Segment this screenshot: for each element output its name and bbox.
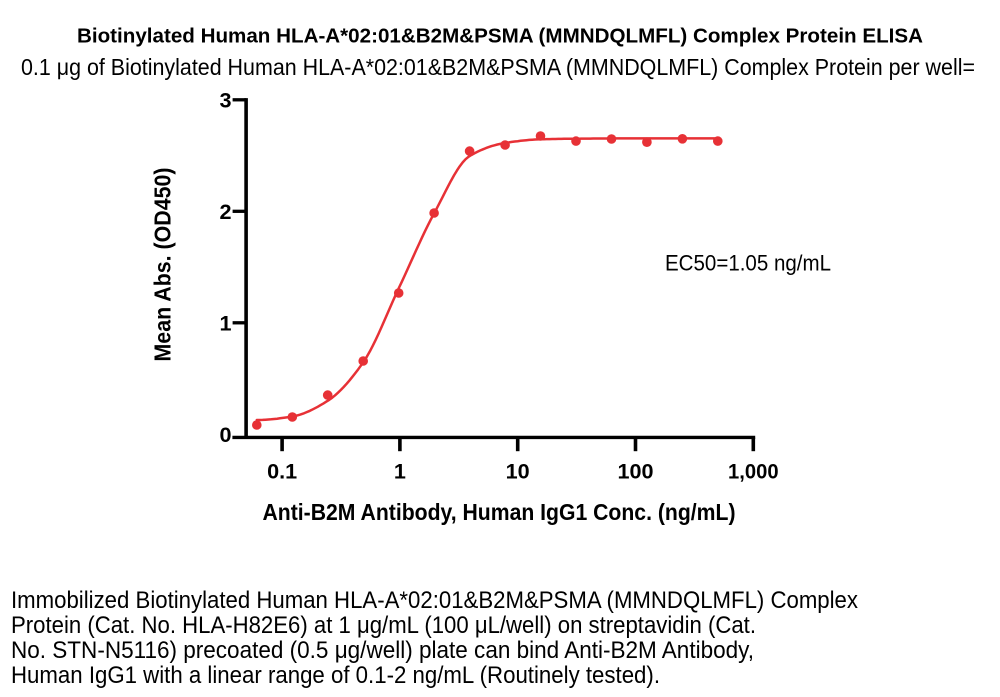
svg-text:3: 3 xyxy=(219,88,231,113)
svg-text:1: 1 xyxy=(394,459,406,484)
svg-text:Anti-B2M Antibody, Human IgG1: Anti-B2M Antibody, Human IgG1 Conc. (ng/… xyxy=(263,499,736,525)
svg-text:1: 1 xyxy=(219,311,231,336)
svg-text:Mean Abs. (OD450): Mean Abs. (OD450) xyxy=(150,168,176,362)
svg-text:Protein (Cat. No. HLA-H82E6) a: Protein (Cat. No. HLA-H82E6) at 1 μg/mL … xyxy=(11,613,756,639)
svg-text:EC50=1.05 ng/mL: EC50=1.05 ng/mL xyxy=(665,251,831,276)
svg-text:0.1 μg of Biotinylated Human H: 0.1 μg of Biotinylated Human HLA-A*02:01… xyxy=(21,54,975,80)
svg-text:10: 10 xyxy=(506,459,530,484)
svg-text:Biotinylated Human HLA-A*02:01: Biotinylated Human HLA-A*02:01&B2M&PSMA … xyxy=(77,25,923,48)
svg-text:Human IgG1 with a linear range: Human IgG1 with a linear range of 0.1-2 … xyxy=(11,663,660,689)
svg-text:0: 0 xyxy=(219,422,231,447)
svg-text:100: 100 xyxy=(617,459,653,484)
svg-text:Immobilized Biotinylated Human: Immobilized Biotinylated Human HLA-A*02:… xyxy=(11,588,858,614)
svg-text:1,000: 1,000 xyxy=(728,459,779,484)
svg-text:2: 2 xyxy=(219,199,231,224)
svg-text:No. STN-N5116) precoated (0.5: No. STN-N5116) precoated (0.5 μg/well) p… xyxy=(11,638,754,664)
svg-text:0.1: 0.1 xyxy=(267,459,297,484)
